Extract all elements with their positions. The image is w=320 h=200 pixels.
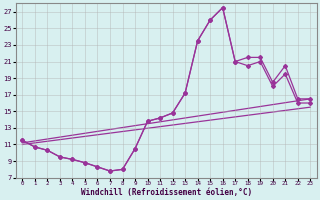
X-axis label: Windchill (Refroidissement éolien,°C): Windchill (Refroidissement éolien,°C) bbox=[81, 188, 252, 197]
